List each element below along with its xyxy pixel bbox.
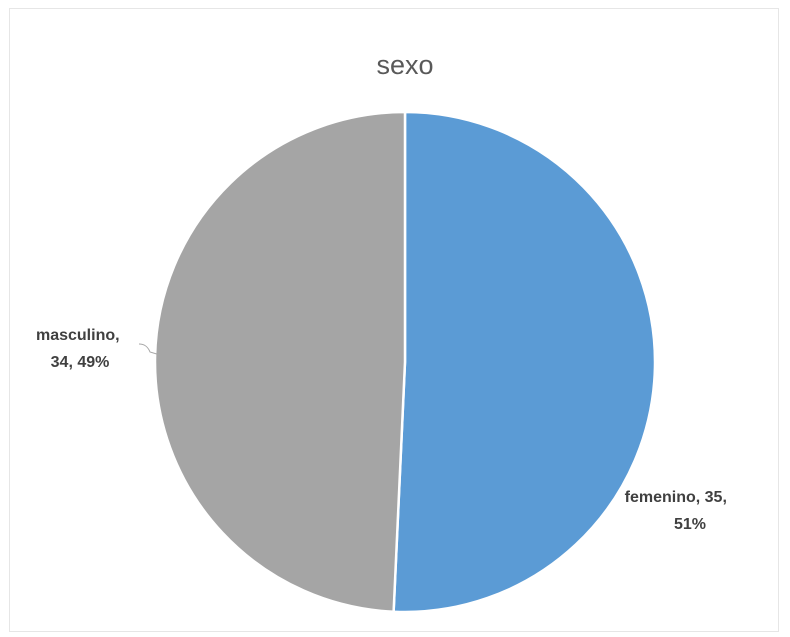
pie-slices — [153, 110, 657, 614]
pie-slice-masculino — [153, 110, 407, 614]
data-label-femenino-line-1: femenino, 35, — [625, 489, 727, 506]
leader-line-masculino — [138, 343, 161, 356]
chart-title: sexo — [376, 50, 433, 80]
data-label-masculino-line-2: 34, 49% — [51, 354, 110, 371]
pie-slice-femenino — [392, 110, 657, 614]
data-label-masculino: masculino, 34, 49% — [36, 327, 124, 371]
data-label-femenino-line-2: 51% — [674, 516, 706, 533]
data-label-femenino: femenino, 35, 51% — [625, 489, 732, 533]
data-label-masculino-line-1: masculino, — [36, 327, 120, 344]
